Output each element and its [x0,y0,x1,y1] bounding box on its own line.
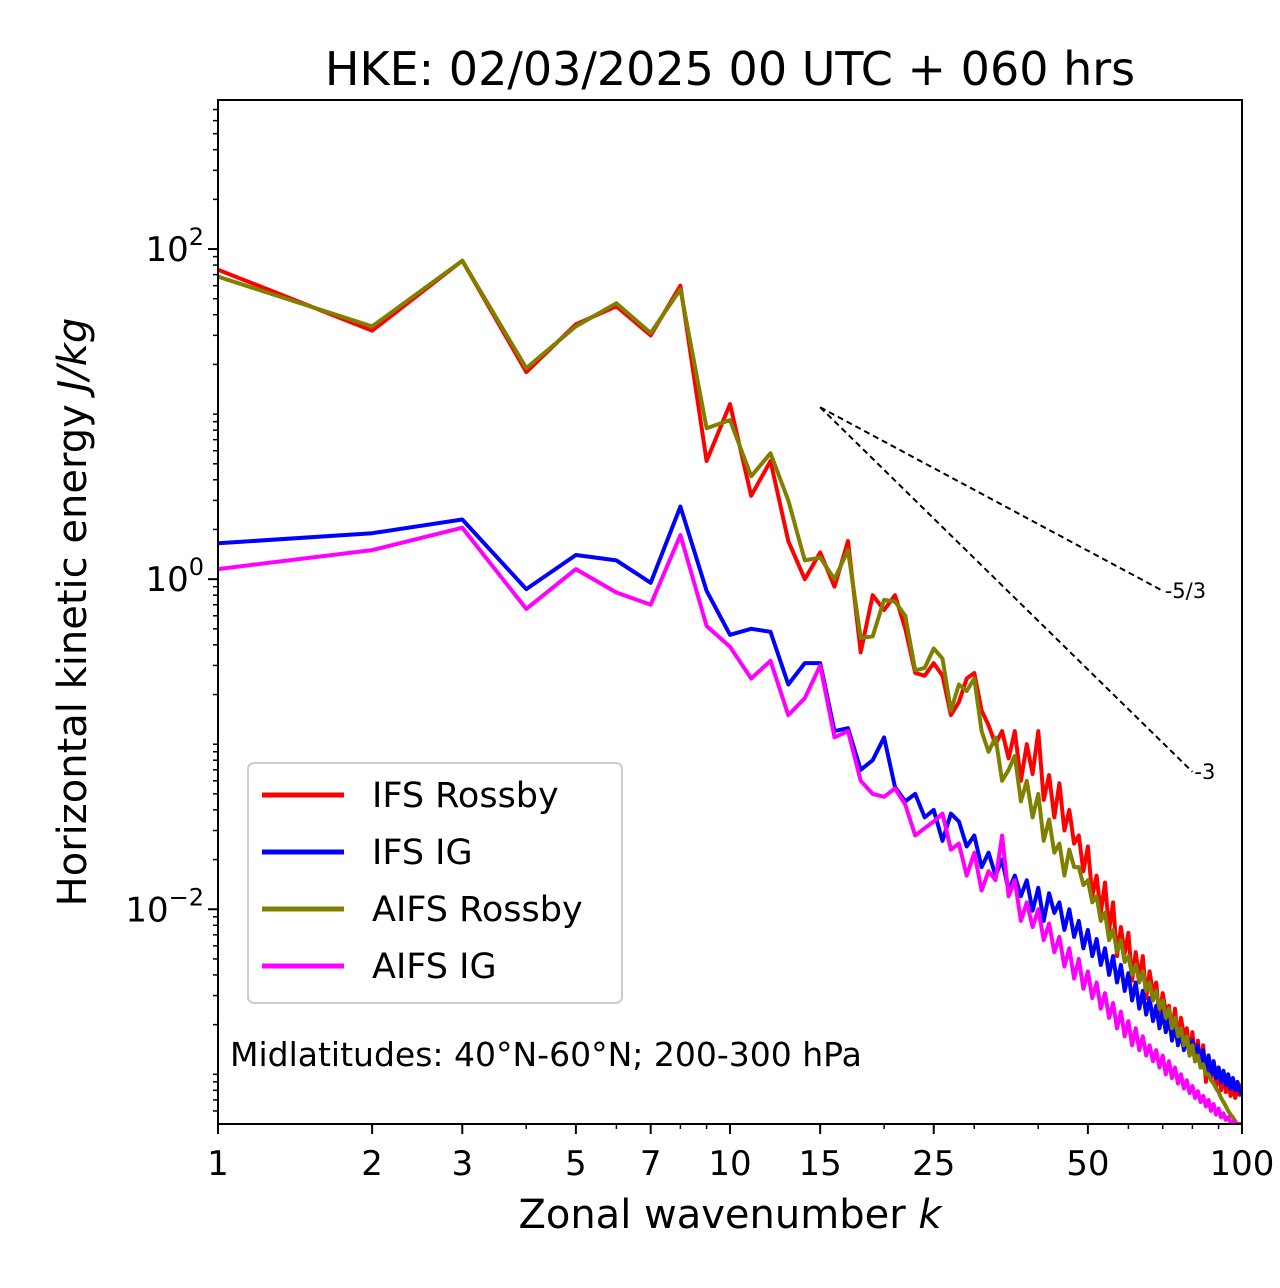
legend-box [247,762,623,1004]
x-tick-label: 5 [565,1144,587,1184]
y-tick-label: 102 [145,223,204,270]
reference-line-1 [819,406,1164,592]
reference-line-2 [819,406,1194,773]
x-tick-label: 25 [912,1144,955,1184]
x-tick-label: 100 [1210,1144,1275,1184]
x-tick-label: 7 [640,1144,662,1184]
y-axis-label-text: Horizontal kinetic energy [50,392,96,907]
x-tick-label: 3 [451,1144,473,1184]
y-tick-label: 10−2 [125,883,204,930]
y-tick-label: 100 [145,553,204,600]
chart-title: HKE: 02/03/2025 00 UTC + 060 hrs [325,42,1135,96]
legend-label-3: AIFS Rossby [372,890,583,930]
x-tick-label: 1 [207,1144,229,1184]
series-line-3 [218,258,1242,1124]
legend-label-4: AIFS IG [372,947,497,987]
x-axis-label: Zonal wavenumber k [518,1192,943,1238]
legend-label-1: IFS Rossby [372,776,559,816]
y-axis-label: Horizontal kinetic energy J/kg [50,318,96,907]
reference-line-label-1: -5/3 [1165,579,1206,603]
legend-label-2: IFS IG [372,833,473,873]
y-axis-label-unit: J/kg [50,318,96,399]
x-axis-label-text: Zonal wavenumber [518,1192,918,1238]
x-tick-label: 2 [361,1144,383,1184]
x-tick-label: 10 [708,1144,751,1184]
reference-lines [819,406,1194,773]
y-axis-ticks: 102 100 10−2 [125,108,218,1112]
x-axis-ticks: 1 2 3 5 7 10 15 25 50 100 [207,1124,1274,1184]
x-tick-label: 50 [1066,1144,1109,1184]
x-axis-label-variable: k [918,1192,943,1238]
legend: IFS Rossby IFS IG AIFS Rossby AIFS IG [247,762,623,1004]
series-line-4 [218,525,1242,1124]
reference-line-labels: -5/3 -3 [1165,579,1216,784]
reference-line-label-2: -3 [1194,760,1215,784]
series-lines [218,258,1242,1124]
region-annotation: Midlatitudes: 40°N-60°N; 200-300 hPa [230,1035,862,1074]
legend-items: IFS Rossby IFS IG AIFS Rossby AIFS IG [262,776,583,987]
x-tick-label: 15 [799,1144,842,1184]
